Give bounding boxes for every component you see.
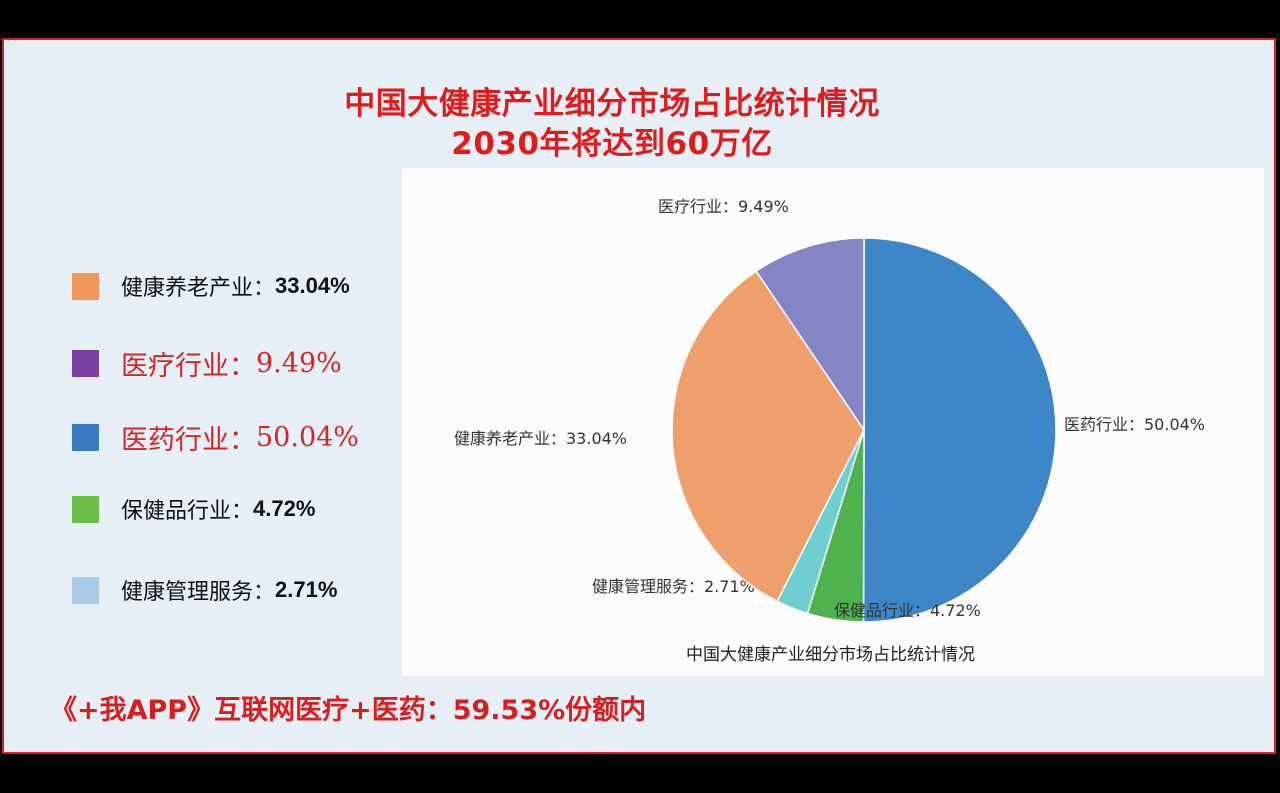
legend-value: 9.49% xyxy=(256,348,342,379)
legend-label: 健康管理服务： xyxy=(121,580,276,605)
chart-caption: 中国大健康产业细分市场占比统计情况 xyxy=(686,645,975,665)
pie-slice-0 xyxy=(862,237,1057,623)
legend-item-health-products: 保健品行业： 4.72% xyxy=(72,493,315,525)
pie-slice-label: 保健品行业：4.72% xyxy=(834,601,981,620)
legend-item-health-management: 健康管理服务： 2.71% xyxy=(72,574,337,606)
legend-item-pharma: 医药行业： 50.04% xyxy=(72,418,359,457)
pie-slice-4 xyxy=(755,237,865,433)
pie-chart-panel: 医药行业：50.04% 保健品行业：4.72% 健康管理服务：2.71% 健康养老产业… xyxy=(402,168,1264,676)
footer-note: 《+我APP》互联网医疗+医药：59.53%份额内 xyxy=(50,695,647,726)
pie-chart: 医药行业：50.04% 保健品行业：4.72% 健康管理服务：2.71% 健康养老产业… xyxy=(454,197,1205,623)
legend-label: 健康养老产业： xyxy=(121,276,276,301)
pie-slice-label: 健康管理服务：2.71% xyxy=(592,577,755,596)
pie-slice-label: 健康养老产业：33.04% xyxy=(454,429,627,448)
legend-swatch xyxy=(72,495,99,523)
pie-slice-3 xyxy=(671,270,865,603)
legend-value: 4.72% xyxy=(253,496,316,521)
legend-swatch xyxy=(72,576,99,604)
legend-swatch xyxy=(72,272,99,300)
legend-swatch xyxy=(72,350,99,377)
legend-label: 医药行业： xyxy=(121,425,256,456)
pie-slice-label: 医药行业：50.04% xyxy=(1064,415,1205,434)
infographic-card: 中国大健康产业细分市场占比统计情况 2030年将达到60万亿 健康养老产业： 33… xyxy=(2,38,1276,754)
legend-value: 33.04% xyxy=(275,273,350,298)
legend-label: 保健品行业： xyxy=(121,499,254,524)
legend-swatch xyxy=(72,424,99,451)
main-title: 中国大健康产业细分市场占比统计情况 xyxy=(344,86,880,122)
legend-item-medical: 医疗行业： 9.49% xyxy=(72,344,342,383)
legend-label: 医疗行业： xyxy=(121,351,256,382)
legend-value: 50.04% xyxy=(256,422,359,453)
pie-slice-label: 医疗行业：9.49% xyxy=(658,197,789,216)
legend-value: 2.71% xyxy=(275,577,338,602)
main-subtitle: 2030年将达到60万亿 xyxy=(451,126,773,162)
legend-item-elderly-care: 健康养老产业： 33.04% xyxy=(72,270,350,302)
